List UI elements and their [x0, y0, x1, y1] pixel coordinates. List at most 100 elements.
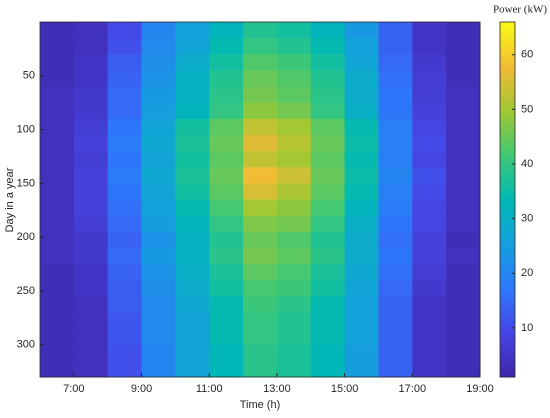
colorbar-swatch: [500, 66, 515, 70]
heatmap-cell: [310, 38, 346, 55]
y-tick-label: 200: [17, 231, 35, 243]
heatmap-cell: [40, 86, 75, 104]
heatmap-cell: [276, 264, 312, 281]
heatmap-cell: [310, 54, 346, 71]
colorbar-swatch: [500, 119, 515, 124]
colorbar-swatch: [500, 187, 515, 192]
heatmap-cell: [276, 312, 312, 330]
heatmap-cell: [107, 38, 143, 55]
heatmap-cell: [344, 360, 379, 378]
heatmap-cell: [276, 38, 312, 55]
x-tick-label: 7:00: [63, 383, 84, 395]
colorbar-swatch: [500, 226, 515, 230]
colorbar-swatch: [500, 30, 515, 35]
heatmap-cell: [446, 231, 481, 249]
colorbar-tick-label: 10: [521, 322, 533, 334]
heatmap-cell: [175, 118, 210, 136]
colorbar-swatch: [500, 181, 515, 186]
heatmap-cell: [40, 312, 75, 330]
heatmap-cell: [446, 247, 481, 265]
colorbar-swatch: [500, 306, 515, 310]
heatmap-cell: [209, 264, 244, 281]
colorbar-tick-label: 50: [521, 103, 533, 115]
colorbar-swatch: [500, 90, 515, 94]
colorbar-swatch: [500, 190, 515, 195]
heatmap-cell: [378, 86, 413, 104]
heatmap-cell: [175, 280, 210, 297]
heatmap-cell: [446, 344, 481, 362]
colorbar-title: Power (kW): [493, 4, 547, 16]
heatmap-cell: [310, 118, 346, 136]
colorbar-swatch: [500, 140, 515, 144]
colorbar-swatch: [500, 202, 515, 206]
heatmap-cell: [107, 360, 143, 378]
colorbar-swatch: [500, 255, 515, 260]
heatmap-cell: [141, 167, 176, 184]
heatmap-cell: [378, 199, 413, 217]
heatmap-cell: [276, 118, 312, 136]
heatmap-cell: [40, 199, 75, 217]
heatmap-cell: [107, 22, 143, 39]
heatmap-cell: [344, 134, 379, 152]
heatmap-cell: [344, 328, 379, 346]
heatmap-cell: [412, 102, 447, 120]
heatmap-cell: [209, 54, 244, 71]
colorbar-swatch: [500, 276, 515, 280]
heatmap-cell: [243, 360, 278, 378]
heatmap-cell: [209, 199, 244, 217]
heatmap-cell: [310, 360, 346, 378]
heatmap-cell: [276, 247, 312, 265]
colorbar-swatch: [500, 208, 515, 212]
heatmap-cell: [107, 296, 143, 313]
colorbar-swatch: [500, 60, 515, 64]
colorbar-swatch: [500, 199, 515, 203]
colorbar-swatch: [500, 317, 515, 322]
heatmap-cell: [73, 167, 109, 184]
colorbar-swatch: [500, 243, 515, 248]
heatmap-cell: [310, 22, 346, 39]
x-axis-label: Time (h): [240, 399, 281, 411]
heatmap-cell: [243, 54, 278, 71]
colorbar-swatch: [500, 36, 515, 41]
heatmap-cell: [310, 134, 346, 152]
heatmap-cell: [378, 344, 413, 362]
heatmap-cell: [412, 247, 447, 265]
heatmap-cell: [243, 70, 278, 88]
x-tick-label: 11:00: [196, 383, 223, 395]
colorbar-swatch: [500, 232, 515, 236]
heatmap-cell: [209, 344, 244, 362]
heatmap-cell: [141, 70, 176, 88]
heatmap-cell: [243, 344, 278, 362]
colorbar-swatch: [500, 371, 515, 375]
heatmap-cell: [344, 118, 379, 136]
heatmap-cell: [412, 199, 447, 217]
heatmap-cell: [276, 167, 312, 184]
heatmap-cell: [310, 102, 346, 120]
heatmap-cell: [40, 360, 75, 378]
colorbar-swatch: [500, 335, 515, 340]
heatmap-cell: [378, 38, 413, 55]
heatmap-cell: [310, 296, 346, 313]
heatmap-cell: [276, 54, 312, 71]
colorbar-swatch: [500, 63, 515, 67]
colorbar-swatch: [500, 193, 515, 198]
heatmap-cell: [276, 102, 312, 120]
heatmap-cell: [107, 183, 143, 200]
colorbar-swatch: [500, 27, 515, 32]
heatmap-cell: [40, 102, 75, 120]
heatmap-cell: [107, 280, 143, 297]
heatmap-cell: [209, 38, 244, 55]
heatmap-cell: [141, 231, 176, 249]
colorbar-swatch: [500, 143, 515, 147]
heatmap-cell: [175, 86, 210, 104]
colorbar-swatch: [500, 308, 515, 313]
colorbar-swatch: [500, 217, 515, 221]
heatmap-cell: [40, 151, 75, 168]
colorbar-swatch: [500, 368, 515, 372]
heatmap-cell: [412, 118, 447, 136]
heatmap-cell: [107, 86, 143, 104]
heatmap-cell: [175, 22, 210, 39]
heatmap-cell: [209, 102, 244, 120]
colorbar-swatch: [500, 223, 515, 227]
heatmap-cell: [412, 134, 447, 152]
